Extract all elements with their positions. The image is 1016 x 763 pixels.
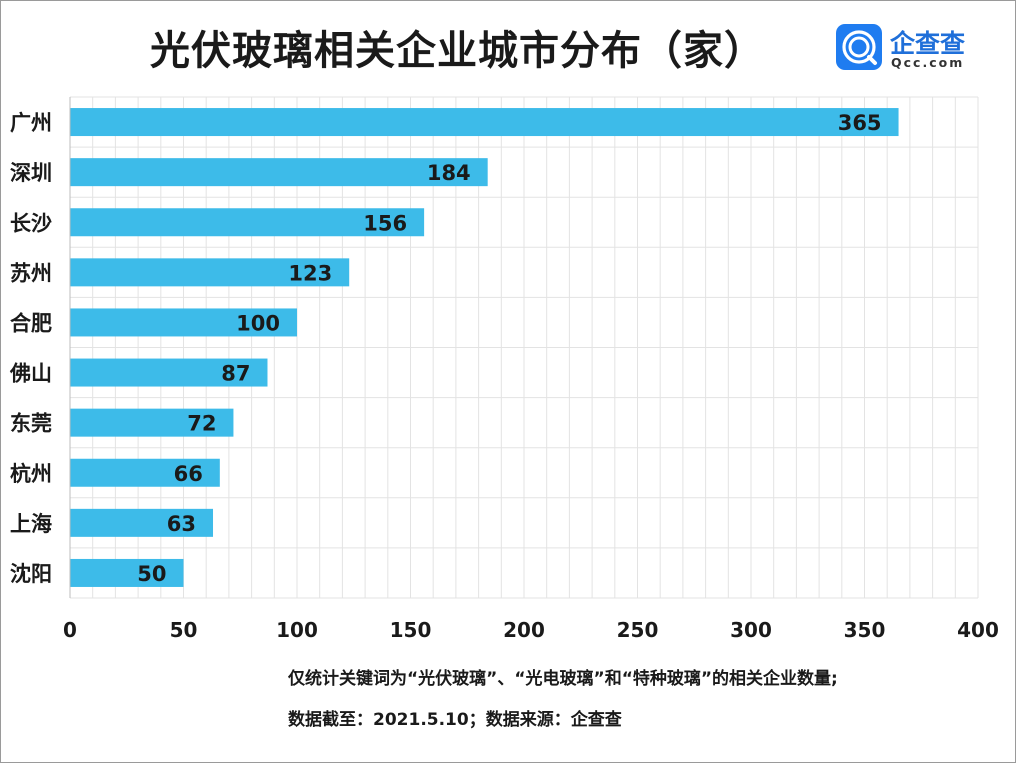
footnote-source: 数据截至：2021.5.10；数据来源：企查查	[288, 710, 622, 730]
category-label: 长沙	[10, 211, 52, 235]
x-tick-label: 250	[617, 618, 659, 642]
category-label: 深圳	[10, 161, 52, 185]
x-tick-label: 0	[63, 618, 77, 642]
bar-5	[70, 358, 268, 387]
category-label: 合肥	[10, 311, 52, 335]
bar-value-label: 123	[288, 261, 332, 285]
category-label: 广州	[10, 111, 52, 135]
bar-8	[70, 508, 214, 537]
category-label: 东莞	[10, 412, 52, 436]
bar-7	[70, 458, 220, 487]
bar-value-label: 365	[838, 111, 882, 135]
bar-chart: 365 184 156 123 100 87 72 66 63 50 广州深圳长沙苏州合肥佛山东莞…	[9, 96, 999, 642]
qcc-logo: 企查查 Qcc.com	[836, 24, 996, 76]
bar-value-label: 87	[221, 362, 250, 386]
x-tick-label: 350	[844, 618, 886, 642]
x-tick-label: 100	[276, 618, 318, 642]
bars: 365 184 156 123 100 87 72 66 63 50	[70, 108, 899, 587]
bar-3	[70, 258, 350, 287]
bar-value-label: 184	[427, 161, 471, 185]
bar-value-label: 50	[137, 562, 166, 586]
x-tick-label: 400	[957, 618, 999, 642]
qcc-logo-domain: Qcc.com	[891, 55, 965, 70]
category-label: 沈阳	[10, 562, 52, 586]
bar-2	[70, 208, 425, 237]
bar-value-label: 156	[363, 211, 407, 235]
bar-4	[70, 308, 297, 337]
bar-9	[70, 558, 184, 587]
bar-value-label: 66	[174, 462, 203, 486]
qcc-logo-icon	[836, 24, 882, 70]
x-tick-label: 150	[390, 618, 432, 642]
chart-title: 光伏玻璃相关企业城市分布（家）	[150, 28, 765, 74]
category-label: 杭州	[10, 462, 52, 486]
category-label: 佛山	[9, 362, 52, 386]
x-tick-label: 50	[170, 618, 198, 642]
category-label: 上海	[10, 512, 52, 536]
x-tick-label: 200	[503, 618, 545, 642]
bar-value-label: 63	[167, 512, 196, 536]
x-tick-label: 300	[730, 618, 772, 642]
category-label: 苏州	[10, 261, 52, 285]
bar-value-label: 100	[236, 311, 280, 335]
bar-6	[70, 408, 234, 437]
qcc-logo-name: 企查查	[890, 29, 966, 58]
footnote-scope: 仅统计关键词为“光伏玻璃”、“光电玻璃”和“特种玻璃”的相关企业数量;	[288, 669, 838, 689]
bar-0	[70, 108, 899, 137]
bar-1	[70, 158, 488, 187]
bar-value-label: 72	[187, 412, 216, 436]
